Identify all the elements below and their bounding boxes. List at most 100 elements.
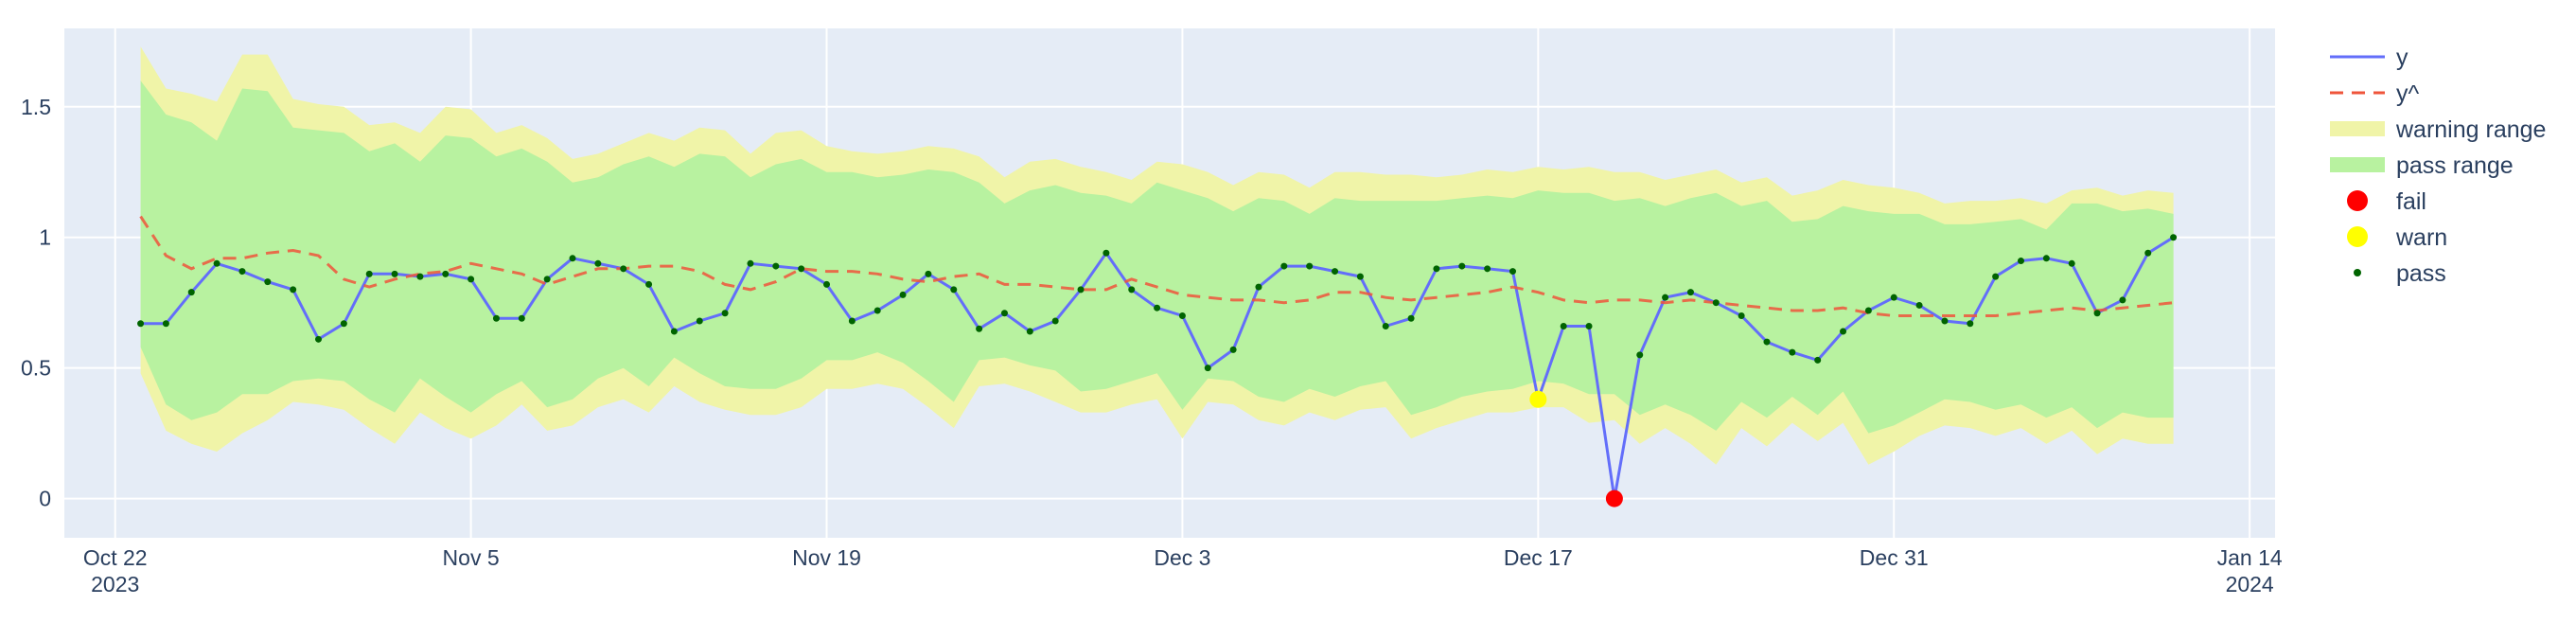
pass-point bbox=[1407, 314, 1415, 322]
pass-point bbox=[670, 328, 678, 335]
pass-point bbox=[721, 310, 729, 317]
x-tick-label: Jan 14 bbox=[2217, 545, 2283, 570]
pass-point bbox=[1154, 304, 1161, 312]
pass-point bbox=[1484, 265, 1491, 273]
x-tick-year-label: 2024 bbox=[2226, 572, 2274, 596]
pass-point bbox=[772, 262, 780, 270]
pass-point bbox=[1128, 286, 1136, 294]
pass-point bbox=[1941, 317, 1949, 325]
legend-item-y[interactable]: y bbox=[2330, 44, 2408, 71]
legend-item-warning[interactable]: warning range bbox=[2330, 116, 2546, 143]
pass-point bbox=[468, 276, 475, 283]
legend-swatch-warning bbox=[2330, 121, 2385, 136]
legend-label: pass bbox=[2396, 260, 2446, 287]
legend-swatch-warn bbox=[2347, 226, 2368, 247]
pass-point bbox=[264, 278, 272, 286]
pass-point bbox=[1382, 323, 1389, 330]
pass-point bbox=[798, 265, 805, 273]
legend-item-warn[interactable]: warn bbox=[2347, 224, 2447, 251]
pass-point bbox=[1915, 301, 1923, 309]
pass-point bbox=[1077, 286, 1085, 294]
y-tick-label: 1.5 bbox=[21, 95, 51, 119]
pass-point bbox=[950, 286, 958, 294]
pass-point bbox=[213, 259, 221, 267]
pass-point bbox=[238, 268, 246, 276]
range-bands bbox=[140, 46, 2174, 465]
pass-point bbox=[1332, 268, 1339, 276]
pass-point bbox=[1992, 273, 2000, 280]
pass-point bbox=[365, 270, 373, 277]
y-tick-label: 1 bbox=[39, 225, 51, 250]
x-tick-label: Dec 31 bbox=[1860, 545, 1929, 570]
pass-point bbox=[1636, 351, 1644, 359]
pass-point bbox=[290, 286, 297, 294]
legend[interactable]: y y^ warning range pass range fail warn pass bbox=[2330, 44, 2546, 287]
pass-point bbox=[696, 317, 703, 325]
pass-point bbox=[2119, 296, 2126, 304]
legend-label: warn bbox=[2395, 224, 2447, 251]
legend-swatch-fail bbox=[2347, 190, 2368, 211]
pass-point bbox=[518, 314, 525, 322]
pass-point bbox=[1026, 328, 1033, 335]
pass-point bbox=[1458, 262, 1466, 270]
pass-point bbox=[848, 317, 856, 325]
pass-point bbox=[1204, 365, 1211, 372]
x-tick-label: Nov 19 bbox=[792, 545, 861, 570]
pass-point bbox=[2017, 258, 2024, 265]
pass-point bbox=[2042, 255, 2050, 262]
legend-label: warning range bbox=[2395, 116, 2546, 143]
pass-point bbox=[747, 259, 754, 267]
pass-point bbox=[416, 273, 424, 280]
y-tick-label: 0.5 bbox=[21, 356, 51, 381]
pass-point bbox=[594, 259, 602, 267]
yhat-series-line bbox=[139, 215, 2174, 317]
pass-point bbox=[925, 270, 932, 277]
pass-point bbox=[2068, 259, 2075, 267]
pass-point bbox=[1738, 312, 1745, 319]
pass-point bbox=[1662, 294, 1669, 301]
y-axis-ticks: 0 0.5 1 1.5 bbox=[21, 95, 51, 511]
pass-point bbox=[1890, 294, 1897, 301]
fail-point bbox=[1605, 490, 1623, 507]
pass-point bbox=[1686, 289, 1694, 296]
pass-point bbox=[442, 270, 450, 277]
pass-point bbox=[137, 320, 145, 328]
legend-label: pass range bbox=[2396, 152, 2514, 179]
pass-point bbox=[1255, 283, 1262, 291]
pass-point bbox=[1000, 310, 1008, 317]
legend-item-fail[interactable]: fail bbox=[2347, 188, 2426, 215]
legend-label: y bbox=[2396, 44, 2408, 71]
pass-point bbox=[645, 280, 653, 288]
legend-swatch-pass bbox=[2330, 157, 2385, 172]
warn-point bbox=[1529, 390, 1547, 408]
legend-swatch-pass_marker bbox=[2354, 269, 2361, 276]
legend-item-yhat[interactable]: y^ bbox=[2330, 80, 2420, 107]
pass-point bbox=[2093, 310, 2101, 317]
pass-point bbox=[1103, 249, 1110, 257]
pass-point bbox=[1356, 273, 1364, 280]
pass-point bbox=[1051, 317, 1059, 325]
pass-point bbox=[569, 255, 576, 262]
pass-point bbox=[492, 314, 500, 322]
x-tick-label: Nov 5 bbox=[443, 545, 500, 570]
pass-point bbox=[1509, 268, 1516, 276]
pass-point bbox=[1967, 320, 1974, 328]
legend-label: y^ bbox=[2396, 80, 2420, 107]
legend-item-pass_marker[interactable]: pass bbox=[2354, 260, 2446, 287]
pass-point bbox=[2170, 234, 2178, 241]
pass-point bbox=[1178, 312, 1186, 319]
pass-point bbox=[976, 325, 983, 332]
legend-item-pass[interactable]: pass range bbox=[2330, 152, 2514, 179]
pass-point bbox=[340, 320, 347, 328]
pass-point bbox=[1229, 346, 1237, 353]
pass-point bbox=[1712, 299, 1720, 307]
pass-point bbox=[1585, 323, 1593, 330]
legend-label: fail bbox=[2396, 188, 2426, 215]
pass-point bbox=[1560, 323, 1567, 330]
pass-point bbox=[1814, 356, 1822, 364]
x-tick-year-label: 2023 bbox=[91, 572, 139, 596]
x-tick-label: Dec 17 bbox=[1504, 545, 1573, 570]
pass-point bbox=[1840, 328, 1847, 335]
y-tick-label: 0 bbox=[39, 487, 51, 511]
